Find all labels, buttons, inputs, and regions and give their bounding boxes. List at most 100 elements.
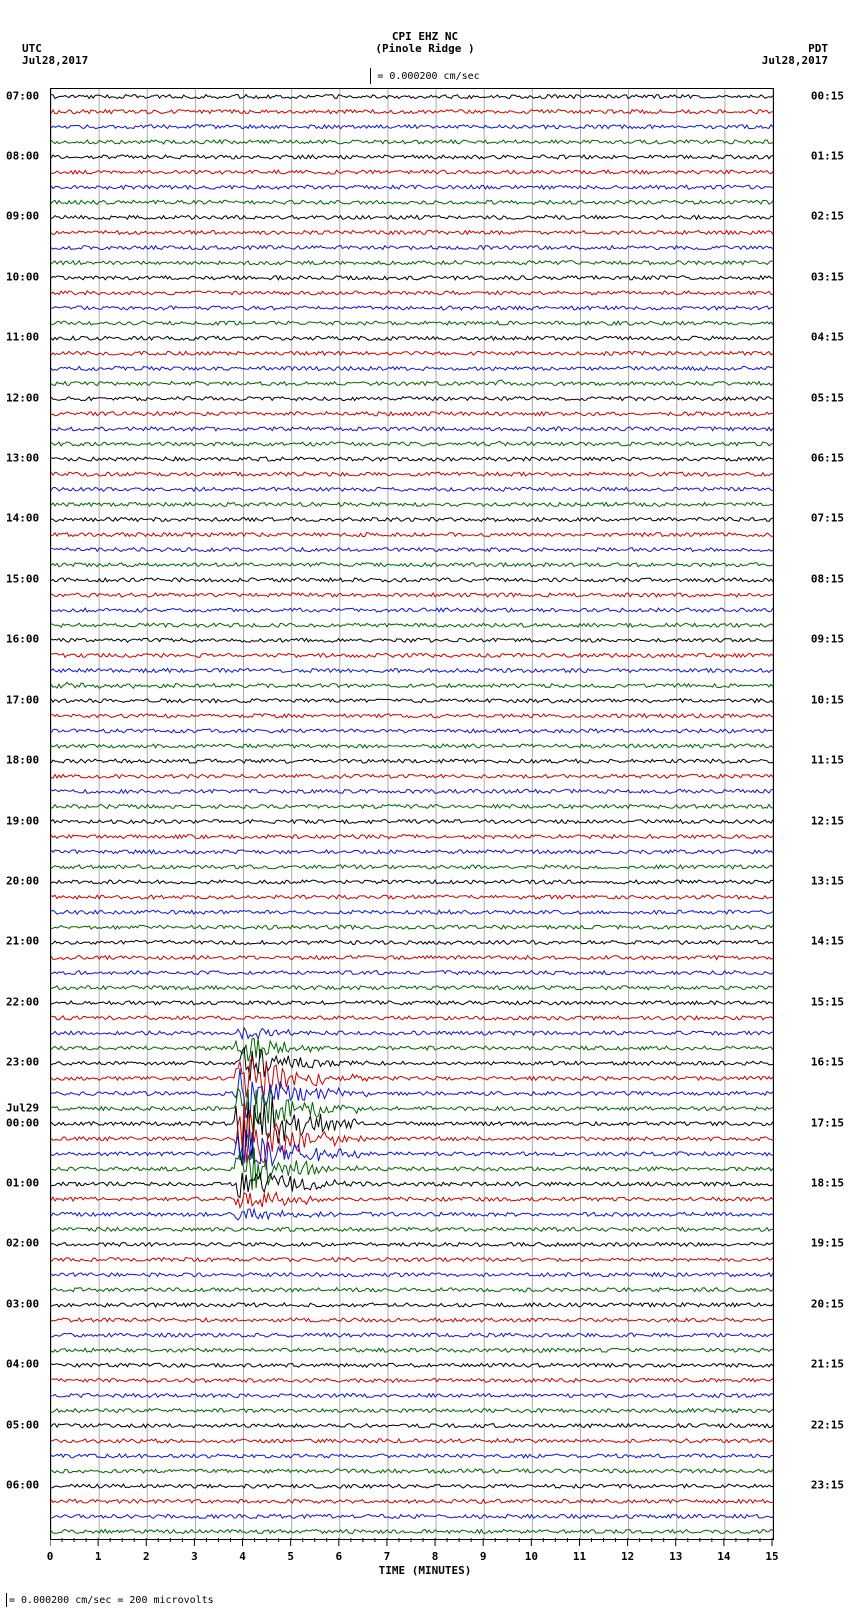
utc-hour-label: 20:00: [6, 874, 39, 887]
pdt-hour-label: 09:15: [811, 633, 844, 646]
utc-hour-label: 02:00: [6, 1237, 39, 1250]
trace-row: [51, 563, 773, 567]
trace-row: [51, 1209, 773, 1220]
trace-row: [51, 910, 773, 914]
trace-row: [51, 291, 773, 295]
trace-row: [51, 1333, 773, 1337]
pdt-hour-label: 17:15: [811, 1116, 844, 1129]
trace-row: [51, 971, 773, 975]
utc-hour-label: 18:00: [6, 754, 39, 767]
trace-row: [51, 1227, 773, 1231]
trace-row: [51, 502, 773, 506]
trace-row: [51, 1499, 773, 1503]
trace-row: [51, 638, 773, 642]
trace-row: [51, 380, 773, 385]
trace-row: [51, 1193, 773, 1208]
trace-row: [51, 986, 773, 990]
trace-row: [51, 200, 773, 204]
trace-row: [51, 457, 773, 461]
trace-row: [51, 533, 773, 537]
utc-hour-label: 21:00: [6, 935, 39, 948]
utc-hour-label: 05:00: [6, 1418, 39, 1431]
pdt-hour-label: 02:15: [811, 210, 844, 223]
trace-row: [51, 744, 773, 748]
trace-row: [51, 170, 773, 174]
scale-header: = 0.000200 cm/sec: [0, 68, 850, 84]
pdt-hour-label: 07:15: [811, 512, 844, 525]
trace-row: [51, 578, 773, 582]
trace-row: [51, 110, 773, 114]
trace-row: [51, 1424, 773, 1428]
utc-hour-label: 22:00: [6, 995, 39, 1008]
trace-row: [51, 940, 773, 944]
trace-row: [51, 548, 773, 552]
trace-row: [51, 321, 773, 325]
pdt-hour-label: 18:15: [811, 1177, 844, 1190]
trace-row: [51, 699, 773, 703]
trace-row: [51, 925, 773, 929]
trace-row: [51, 835, 773, 839]
trace-row: [51, 1363, 773, 1367]
trace-row: [51, 608, 773, 612]
utc-hour-label: 01:00: [6, 1177, 39, 1190]
pdt-hour-label: 16:15: [811, 1056, 844, 1069]
trace-row: [51, 1288, 773, 1292]
utc-hour-label: 12:00: [6, 391, 39, 404]
trace-row: [51, 1016, 773, 1020]
scale-label: = 0.000200 cm/sec: [377, 71, 479, 82]
utc-hour-label: 19:00: [6, 814, 39, 827]
utc-hour-label: 00:00: [6, 1116, 39, 1129]
trace-row: [51, 276, 773, 280]
pdt-hour-label: 10:15: [811, 693, 844, 706]
trace-row: [51, 1088, 773, 1141]
trace-row: [51, 789, 773, 793]
trace-row: [51, 682, 773, 688]
pdt-hour-label: 11:15: [811, 754, 844, 767]
trace-row: [51, 1068, 773, 1118]
trace-row: [51, 774, 773, 778]
pdt-hour-label: 15:15: [811, 995, 844, 1008]
trace-row: [51, 1439, 773, 1443]
trace-row: [51, 306, 773, 310]
trace-row: [51, 1001, 773, 1005]
pdt-hour-label: 00:15: [811, 89, 844, 102]
trace-row: [51, 1038, 773, 1061]
utc-hour-label: 17:00: [6, 693, 39, 706]
trace-row: [51, 412, 773, 416]
trace-row: [51, 1048, 773, 1081]
pdt-hour-label: 13:15: [811, 874, 844, 887]
utc-hour-label: 10:00: [6, 270, 39, 283]
pdt-hour-label: 22:15: [811, 1418, 844, 1431]
trace-row: [51, 472, 773, 476]
trace-row: [51, 880, 773, 884]
trace-row: [51, 231, 773, 235]
trace-row: [51, 1130, 773, 1170]
pdt-hour-label: 12:15: [811, 814, 844, 827]
pdt-hour-label: 03:15: [811, 270, 844, 283]
trace-row: [51, 1469, 773, 1473]
trace-row: [51, 1394, 773, 1398]
trace-row: [51, 215, 773, 219]
trace-row: [51, 729, 773, 733]
trace-row: [51, 653, 773, 657]
utc-hour-label: 03:00: [6, 1297, 39, 1310]
utc-date-marker: Jul29: [6, 1101, 39, 1114]
trace-row: [51, 895, 773, 899]
trace-row: [51, 246, 773, 250]
pdt-hour-label: 08:15: [811, 572, 844, 585]
trace-row: [51, 155, 773, 159]
trace-row: [51, 1258, 773, 1262]
trace-row: [51, 850, 773, 854]
utc-hour-label: 23:00: [6, 1056, 39, 1069]
footer-scale: = 0.000200 cm/sec = 200 microvolts: [6, 1593, 214, 1607]
trace-row: [51, 1173, 773, 1198]
trace-row: [51, 956, 773, 960]
utc-hour-label: 09:00: [6, 210, 39, 223]
utc-hour-label: 14:00: [6, 512, 39, 525]
utc-hour-label: 04:00: [6, 1358, 39, 1371]
trace-row: [51, 351, 773, 355]
trace-row: [51, 759, 773, 763]
trace-row: [51, 441, 773, 446]
trace-row: [51, 487, 773, 491]
trace-row: [51, 805, 773, 809]
